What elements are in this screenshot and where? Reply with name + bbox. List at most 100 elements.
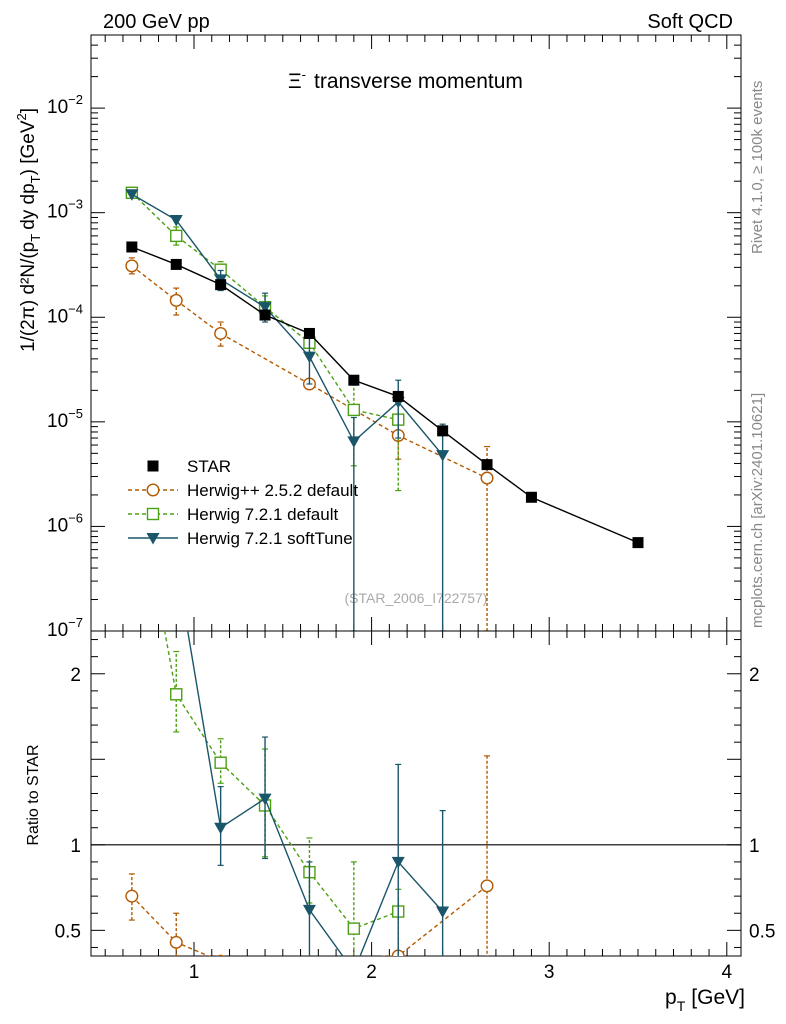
legend: STAR Herwig++ 2.5.2 default Herwig 7.2.1 d… [128, 457, 358, 548]
main-plot-title: Ξ-transverse momentum [288, 67, 523, 93]
ratio-point-h721 [170, 688, 183, 701]
legend-label: Herwig++ 2.5.2 default [187, 481, 358, 500]
tick-mantissa: 10 [47, 97, 68, 118]
ratio-y-tick-label: 2 [70, 665, 81, 686]
main-panel: 10−710−610−510−410−310−2 [47, 34, 742, 641]
legend-entry-herwigpp: Herwig++ 2.5.2 default [128, 481, 358, 500]
x-axis-label: pT [GeV] [665, 986, 745, 1014]
main-point-star [215, 279, 227, 291]
tick-exponent: −5 [68, 406, 83, 421]
main-y-tick-label: 10−5 [47, 406, 83, 432]
main-point-star [303, 327, 315, 339]
main-point-softtune [258, 302, 272, 314]
legend-entry-star: STAR [147, 457, 231, 476]
x-tick-label: 4 [722, 962, 733, 983]
legend-label: Herwig 7.2.1 softTune [187, 529, 353, 548]
main-point-star [632, 537, 644, 549]
x-tick-label: 1 [189, 962, 200, 983]
main-series-h721 [125, 186, 405, 492]
ratio-point-h721 [126, 446, 137, 457]
tick-exponent: −6 [68, 510, 83, 525]
ratio-point-herwigpp [169, 935, 183, 949]
ratio-line-softtune [186, 631, 444, 956]
legend-marker [146, 533, 160, 545]
tick-exponent: −2 [68, 92, 83, 107]
ratio-series-herwigpp [125, 755, 494, 956]
legend-entry-h721: Herwig 7.2.1 default [128, 505, 338, 524]
main-point-herwigpp [214, 326, 228, 340]
tick-mantissa: 10 [47, 202, 68, 223]
ratio-series-h721 [126, 446, 405, 956]
main-y-tick-label: 10−3 [47, 197, 83, 223]
main-y-axis-label: 1/(2π) d²N/(pTdy dpT) [GeV2] [14, 108, 43, 352]
main-y-tick-label: 10−6 [47, 510, 83, 536]
main-point-star [170, 258, 182, 270]
main-point-softtune [169, 215, 183, 227]
main-point-star [437, 425, 449, 437]
tick-mantissa: 10 [47, 515, 68, 536]
ratio-point-softtune [214, 822, 228, 835]
main-point-herwigpp [125, 259, 139, 273]
ratio-frame [90, 630, 742, 957]
main-y-tick-label: 10−4 [47, 301, 83, 327]
ratio-series-softtune [125, 464, 450, 978]
main-point-softtune [302, 351, 316, 364]
main-point-h721 [347, 403, 361, 417]
ratio-point-softtune [436, 906, 450, 919]
main-point-star [348, 374, 360, 386]
header-category-label: Soft QCD [647, 11, 733, 33]
main-point-star [259, 309, 271, 321]
main-y-tick-label: 10−2 [47, 92, 83, 118]
tick-mantissa: 10 [47, 306, 68, 327]
ratio-y-tick-label: 0.5 [55, 921, 81, 942]
ratio-point-softtune [302, 904, 316, 917]
rivet-version-label: Rivet 4.1.0, ≥ 100k events [749, 81, 766, 254]
legend-label: STAR [187, 457, 231, 476]
analysis-reference-label: (STAR_2006_I722757) [345, 590, 488, 606]
main-line-softtune [131, 193, 444, 456]
main-series-softtune [125, 189, 450, 631]
title-text: transverse momentum [314, 70, 523, 93]
main-point-star [392, 390, 404, 402]
ratio-y-axis-label: Ratio to STAR [25, 744, 42, 845]
main-point-star [126, 241, 138, 253]
ratio-y-tick-label-right: 1 [749, 836, 760, 857]
ratio-y-tick-label: 1 [70, 836, 81, 857]
legend-marker [146, 483, 160, 497]
main-series-herwigpp [125, 257, 494, 631]
tick-exponent: −7 [68, 615, 83, 630]
legend-marker [147, 460, 159, 472]
ratio-y-tick-label-right: 2 [749, 665, 760, 686]
main-point-softtune [125, 189, 139, 201]
main-point-h721 [170, 229, 183, 243]
ratio-point-h721 [347, 922, 361, 935]
ratio-point-softtune [347, 966, 360, 978]
main-point-softtune [436, 450, 450, 462]
main-point-herwigpp [169, 293, 183, 307]
ratio-point-softtune [170, 558, 183, 570]
x-tick-label: 3 [544, 962, 555, 983]
ratio-point-h721 [214, 756, 227, 769]
tick-mantissa: 10 [47, 620, 68, 641]
ratio-point-softtune [125, 464, 138, 476]
legend-entry-softtune: Herwig 7.2.1 softTune [128, 529, 353, 548]
tick-exponent: −4 [68, 301, 83, 316]
legend-marker [146, 507, 160, 521]
main-point-softtune [347, 436, 361, 448]
legend-label: Herwig 7.2.1 default [187, 505, 338, 524]
ratio-point-herwigpp [216, 954, 225, 956]
ratio-point-herwigpp [125, 889, 139, 903]
main-line-herwigpp [131, 265, 488, 479]
ratio-line-herwigpp [131, 885, 488, 956]
ratio-point-softtune [391, 856, 405, 869]
ratio-point-herwigpp [480, 879, 494, 893]
x-tick-label: 2 [366, 962, 377, 983]
main-y-tick-label: 10−7 [47, 615, 83, 641]
main-point-star [525, 491, 537, 503]
tick-exponent: −3 [68, 197, 83, 212]
ratio-point-softtune [258, 793, 272, 806]
header-energy-label: 200 GeV pp [103, 11, 210, 33]
mcplots-label: mcplots.cern.ch [arXiv:2401.10621] [749, 393, 766, 628]
main-point-herwigpp [480, 471, 494, 485]
